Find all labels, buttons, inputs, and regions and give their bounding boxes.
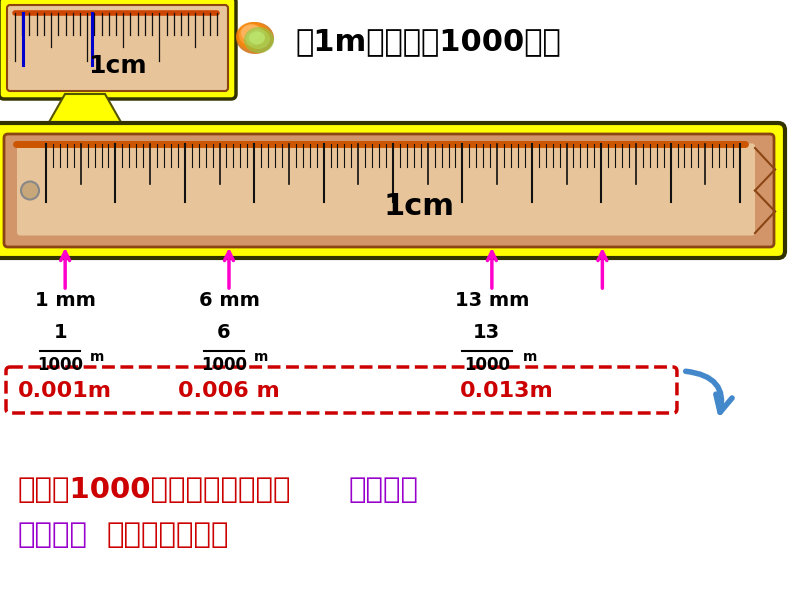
Text: 表示千分之几。: 表示千分之几。 — [106, 521, 229, 549]
Text: 1 mm: 1 mm — [35, 291, 95, 311]
Text: 1000: 1000 — [464, 356, 510, 374]
Polygon shape — [40, 94, 130, 138]
Text: 0.001m: 0.001m — [18, 381, 112, 401]
Ellipse shape — [241, 24, 261, 42]
Text: m: m — [523, 350, 538, 364]
Text: 把1m平均分成1000份。: 把1m平均分成1000份。 — [295, 27, 561, 57]
Text: 1000: 1000 — [37, 356, 83, 374]
FancyBboxPatch shape — [7, 5, 228, 91]
Text: 1000: 1000 — [201, 356, 247, 374]
Text: 6 mm: 6 mm — [198, 291, 260, 311]
Text: 三位小数: 三位小数 — [349, 476, 418, 504]
Text: 1cm: 1cm — [384, 192, 455, 221]
Ellipse shape — [236, 22, 274, 54]
FancyBboxPatch shape — [0, 123, 785, 258]
Text: 13 mm: 13 mm — [455, 291, 529, 311]
Text: 1: 1 — [53, 324, 67, 343]
Ellipse shape — [236, 22, 270, 50]
Text: 三位小数: 三位小数 — [18, 521, 88, 549]
Text: 分母是1000的分数，可以写成: 分母是1000的分数，可以写成 — [18, 476, 291, 504]
Ellipse shape — [239, 24, 265, 46]
Text: 1cm: 1cm — [88, 54, 147, 77]
Ellipse shape — [249, 32, 265, 45]
Text: 13: 13 — [473, 324, 500, 343]
FancyBboxPatch shape — [17, 144, 755, 235]
FancyBboxPatch shape — [4, 134, 774, 247]
Ellipse shape — [246, 29, 270, 49]
Circle shape — [21, 182, 39, 200]
Ellipse shape — [244, 27, 274, 53]
Text: 0.013m: 0.013m — [461, 381, 554, 401]
Text: 6: 6 — [218, 324, 231, 343]
Text: m: m — [91, 350, 105, 364]
Text: 0.006 m: 0.006 m — [178, 381, 279, 401]
FancyBboxPatch shape — [0, 0, 236, 99]
Text: m: m — [254, 350, 268, 364]
